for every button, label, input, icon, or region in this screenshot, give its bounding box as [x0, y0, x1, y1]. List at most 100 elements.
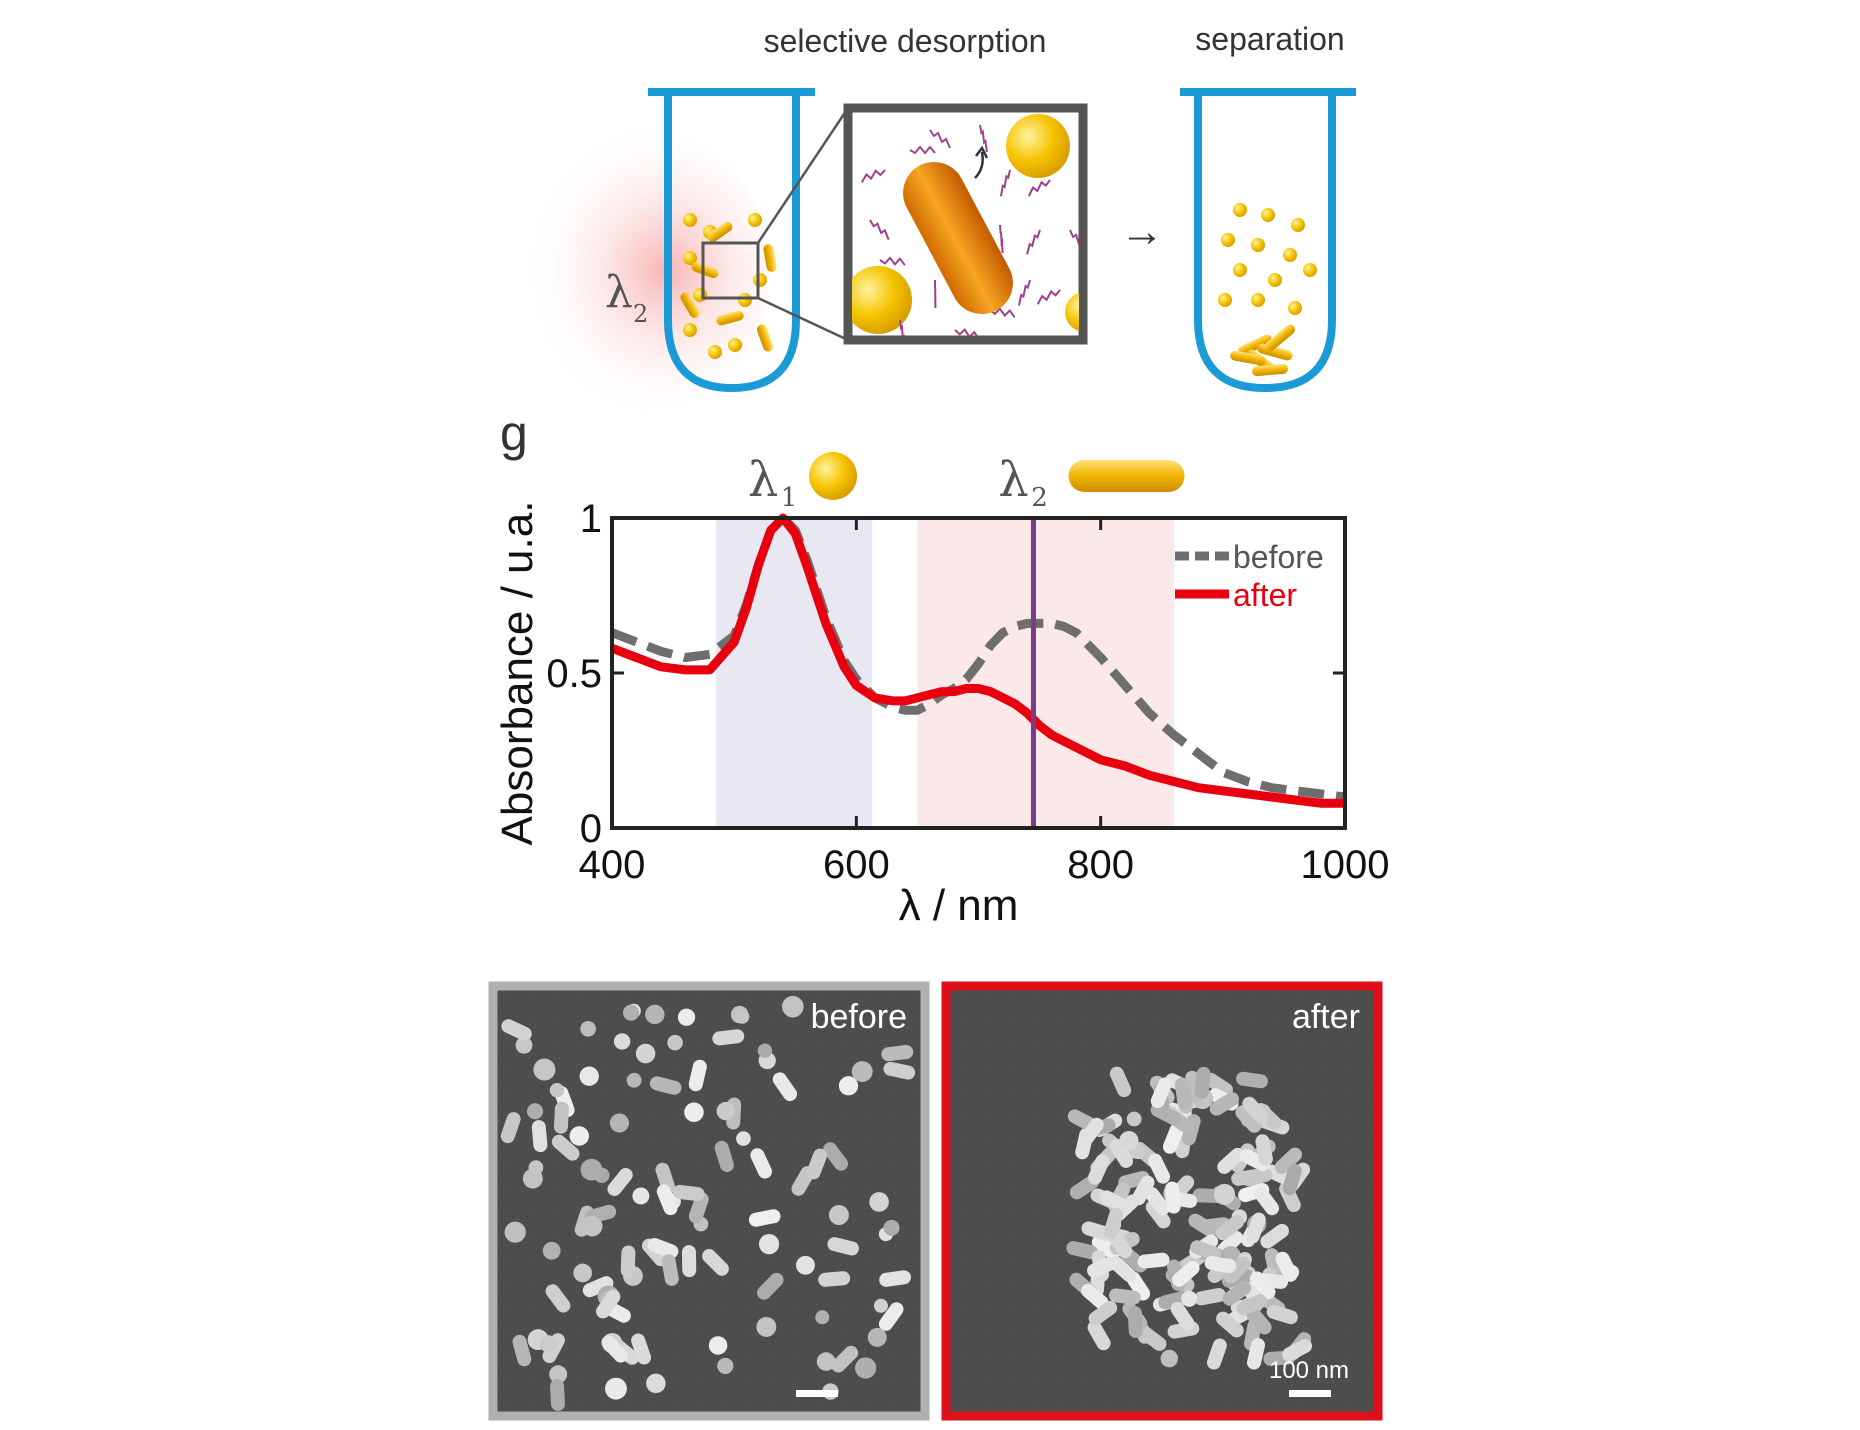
micrograph-rod: [750, 1148, 773, 1179]
micrograph-rod: [1088, 1300, 1118, 1326]
micrograph-rod: [1216, 1311, 1244, 1338]
micrograph-rod: [649, 1076, 682, 1095]
micrograph-rod: [688, 1192, 709, 1224]
micrograph-rod: [531, 1120, 548, 1153]
micrograph-rod: [647, 1237, 679, 1259]
ligand-chain: [929, 129, 951, 149]
gold-sphere: [683, 323, 697, 337]
gold-sphere: [1251, 293, 1265, 307]
micrograph-sphere: [828, 1205, 849, 1225]
micrograph-rod: [1099, 1190, 1130, 1213]
micrograph-rod: [656, 1184, 678, 1216]
tube-right: [1180, 88, 1356, 393]
micrograph-rod: [1204, 1256, 1237, 1274]
gold-rod: [691, 261, 719, 279]
schematic: selective desorption separation → λ 2: [510, 21, 1356, 410]
micrograph-sphere: [677, 1008, 696, 1026]
gold-sphere: [753, 273, 767, 287]
gold-sphere: [1303, 263, 1317, 277]
micrograph-rod: [1275, 1251, 1298, 1282]
after-particles: [1066, 1066, 1313, 1370]
micrograph-rod: [1103, 1207, 1124, 1240]
ligand-chain: [954, 328, 978, 336]
gold-rod: [1230, 350, 1266, 366]
micrograph-rod: [672, 1184, 705, 1202]
ligand-chain: [979, 124, 988, 153]
micrograph-rod: [661, 1254, 679, 1286]
micrograph-sphere: [1119, 1131, 1139, 1151]
micrograph-rod: [1282, 1163, 1302, 1196]
micrograph-sphere: [855, 1357, 877, 1379]
micrograph-sphere: [796, 1255, 815, 1275]
ligand-chain: [869, 219, 890, 241]
before-particles: [500, 995, 916, 1411]
series-line-after: [610, 513, 1345, 808]
micrograph-rod: [582, 1276, 614, 1298]
micrograph-rod: [1127, 1306, 1143, 1338]
y-tick-label: 0.5: [546, 652, 602, 696]
gold-sphere: [683, 251, 697, 265]
micrograph-rod: [831, 1345, 859, 1373]
micrograph-sphere: [867, 1327, 887, 1347]
gold-rod: [680, 292, 700, 318]
gold-rod: [756, 324, 774, 352]
tube-right-particles: [1218, 203, 1317, 377]
micrograph-before: before: [488, 981, 930, 1421]
desorption-arrow-icon: [974, 151, 984, 179]
peak-label-subscript: 1: [781, 483, 798, 513]
micrograph-sphere: [622, 1004, 640, 1021]
separation-arrow-icon: →: [1120, 207, 1164, 256]
rod-particle-icon: [1068, 460, 1185, 492]
micrograph-sphere: [533, 1058, 556, 1081]
micrograph-rod: [1239, 1149, 1270, 1172]
micrograph-sphere: [1181, 1290, 1198, 1307]
micrograph-rod: [655, 1162, 676, 1194]
micrograph-rod: [823, 1142, 849, 1171]
micrograph-sphere: [883, 1219, 900, 1236]
micrograph-sphere: [632, 1187, 650, 1205]
micrograph-rod: [1206, 1338, 1227, 1370]
micrograph-rod: [1109, 1138, 1134, 1168]
micrograph-rod: [1170, 1301, 1195, 1331]
peak-label-symbol: λ: [748, 452, 778, 508]
micrograph-rod: [681, 1245, 697, 1278]
micrograph-rod: [1245, 1212, 1266, 1244]
micrograph-sphere: [757, 1043, 773, 1058]
micrograph-rod: [1145, 1200, 1171, 1229]
gold-sphere: [1283, 248, 1297, 262]
micrograph-rod: [553, 1101, 569, 1134]
y-axis-label: Absorbance / u.a.: [493, 501, 542, 846]
svg-text:2: 2: [633, 300, 648, 328]
peak-label-symbol: λ: [998, 452, 1028, 508]
zoom-inset: [843, 103, 1088, 345]
micrograph-sphere: [580, 1158, 603, 1181]
micrograph-rod: [1249, 1271, 1276, 1300]
gold-rod: [1252, 363, 1288, 377]
gold-sphere: [1233, 203, 1247, 217]
micrograph-rod: [1148, 1153, 1171, 1184]
micrograph-rod: [1172, 1260, 1200, 1287]
micrograph-rod: [1282, 1338, 1313, 1362]
micrograph-sphere: [515, 1036, 533, 1054]
micrograph-sphere: [527, 1103, 544, 1120]
gold-sphere: [1291, 218, 1305, 232]
absorbance-chart: 400 600 800 1000 0 0.5 1 λ / nm Absorbance / u.a…: [493, 452, 1389, 930]
micrograph-rod: [879, 1270, 912, 1287]
micrograph-sphere: [635, 1043, 656, 1064]
ligand-chain: [879, 256, 906, 266]
micrograph-sphere: [542, 1241, 561, 1260]
label-separation: separation: [1195, 21, 1344, 57]
zoom-line-bottom: [757, 296, 849, 342]
micrograph-sphere: [873, 1298, 888, 1313]
micrograph-rod: [1091, 1235, 1121, 1261]
micrograph-sphere: [613, 1033, 631, 1050]
ligand-chain: [860, 169, 886, 183]
legend-label-before: before: [1233, 539, 1324, 575]
micrograph-sphere: [573, 1263, 593, 1283]
micrograph-sphere: [549, 1365, 568, 1384]
micrograph-sphere: [581, 1215, 603, 1237]
micrograph-rod: [501, 1019, 532, 1041]
micrograph-rod: [712, 1029, 745, 1046]
ligand-chain: [909, 145, 936, 155]
micrograph-rod: [631, 1333, 652, 1365]
